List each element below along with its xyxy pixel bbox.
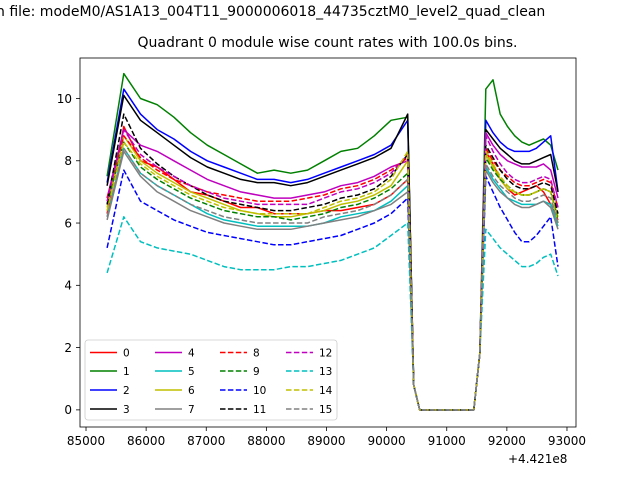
legend-label-5: 5 (188, 366, 195, 378)
plot-frame (79, 57, 577, 428)
legend-label-4: 4 (188, 347, 195, 359)
legend-label-0: 0 (123, 347, 130, 359)
legend-label-8: 8 (253, 347, 260, 359)
legend-label-3: 3 (123, 404, 130, 416)
y-axis: 0 2 4 6 8 10 (57, 92, 80, 417)
series-line-4 (106, 128, 559, 411)
x-tick-label: 89000 (307, 434, 345, 448)
x-axis: 85000 86000 87000 88000 89000 90000 91000 92000… (67, 427, 586, 448)
series-line-8 (106, 135, 559, 411)
figure-suptitle: n file: modeM0/AS1A13_004T11_9000006018_… (0, 4, 546, 20)
y-tick-label: 6 (64, 216, 72, 230)
series-lines (106, 72, 559, 411)
x-tick-label: 91000 (428, 434, 466, 448)
x-tick-label: 92000 (488, 434, 526, 448)
legend-label-10: 10 (253, 385, 266, 397)
x-tick-label: 93000 (548, 434, 586, 448)
series-line-13 (106, 216, 559, 411)
x-tick-label: 86000 (127, 434, 165, 448)
x-tick-label: 85000 (67, 434, 105, 448)
legend-label-15: 15 (319, 404, 332, 416)
legend-box (84, 339, 338, 421)
legend-label-2: 2 (123, 385, 130, 397)
y-tick-label: 4 (64, 279, 72, 293)
legend-label-12: 12 (319, 347, 332, 359)
legend-label-14: 14 (319, 385, 333, 397)
x-tick-label: 88000 (247, 434, 285, 448)
series-line-5 (106, 147, 559, 411)
y-tick-label: 0 (64, 403, 72, 417)
series-line-1 (106, 72, 559, 411)
series-line-2 (106, 88, 559, 411)
legend-label-1: 1 (123, 366, 130, 378)
series-line-7 (106, 150, 559, 411)
series-line-14 (106, 141, 559, 411)
chart-title: Quadrant 0 module wise count rates with … (137, 35, 518, 51)
y-tick-label: 8 (64, 154, 72, 168)
y-tick-label: 2 (64, 341, 72, 355)
series-line-11 (106, 113, 559, 411)
y-tick-label: 10 (57, 92, 72, 106)
series-line-3 (106, 94, 559, 411)
x-tick-label: 87000 (187, 434, 225, 448)
series-line-9 (106, 141, 559, 411)
legend-label-9: 9 (253, 366, 260, 378)
legend-label-13: 13 (319, 366, 332, 378)
series-line-15 (106, 147, 559, 411)
legend-label-6: 6 (188, 385, 195, 397)
legend-label-7: 7 (188, 404, 195, 416)
x-tick-label: 90000 (368, 434, 406, 448)
x-axis-offset-label: +4.421e8 (508, 452, 568, 466)
legend-label-11: 11 (253, 404, 266, 416)
series-line-12 (106, 128, 559, 411)
series-line-10 (106, 169, 559, 411)
